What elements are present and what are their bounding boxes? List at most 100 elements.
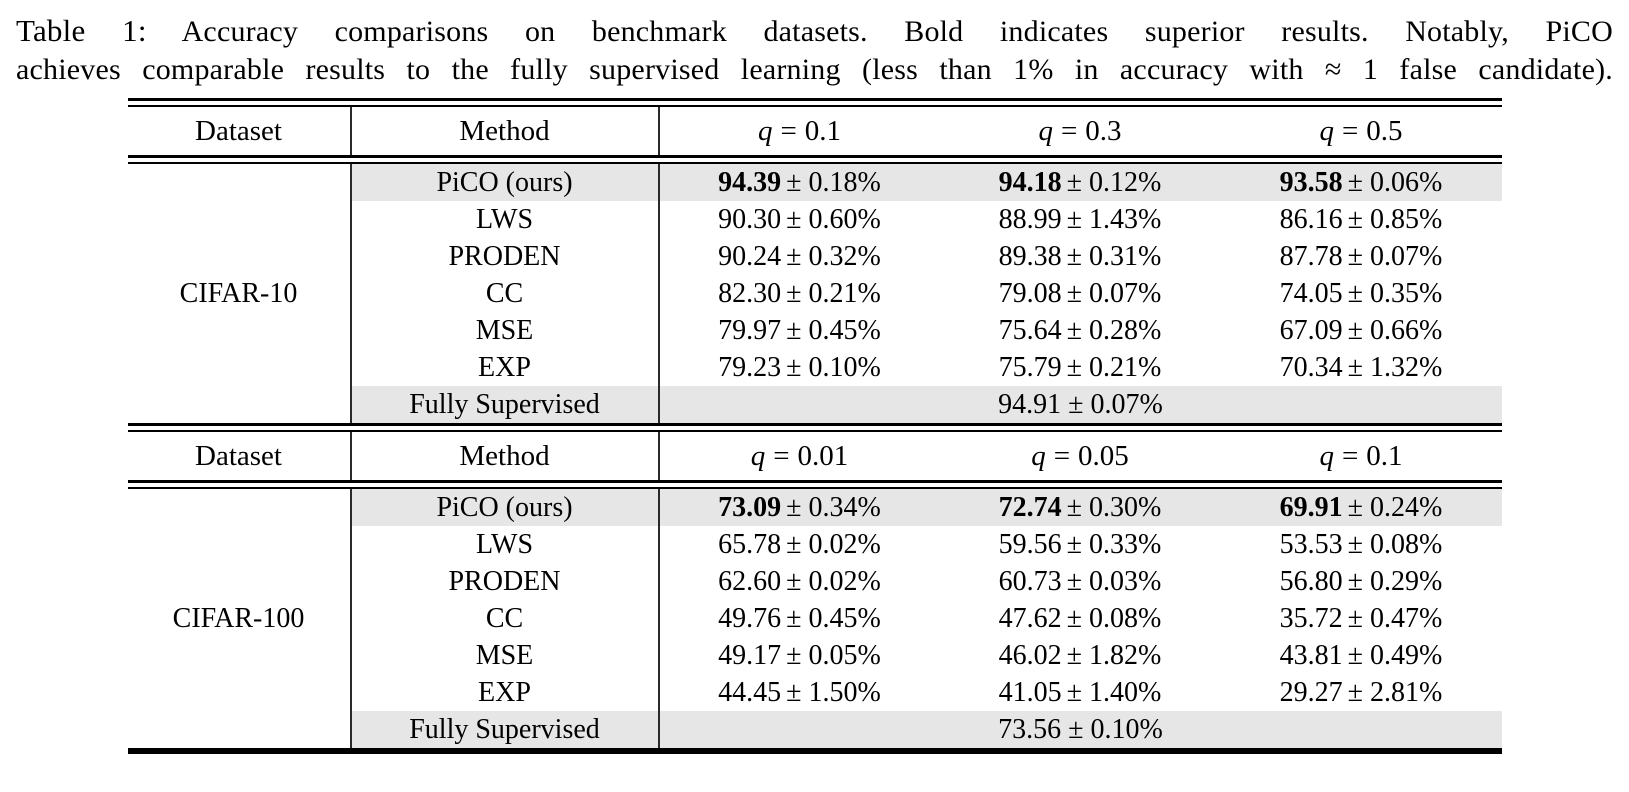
- accuracy-cell: 73.09 ± 0.34%: [658, 489, 940, 526]
- equals-sign: =: [780, 114, 797, 147]
- cifar100-header-table: Dataset Method q = 0.01 q = 0.05 q = 0.1: [127, 432, 1502, 480]
- table-caption: Table 1: Accuracy comparisons on benchma…: [0, 0, 1629, 89]
- accuracy-cell: 59.56 ± 0.33%: [998, 528, 1162, 560]
- accuracy-cell: 69.91 ± 0.24%: [1220, 489, 1502, 526]
- table-row-fully-supervised: Fully Supervised 94.91 ± 0.07%: [128, 386, 1502, 423]
- equals-sign: =: [1341, 114, 1359, 147]
- table-row-mse: MSE 49.17 ± 0.05% 46.02 ± 1.82% 43.81 ± 0.4…: [128, 637, 1502, 674]
- method-cell: LWS: [350, 526, 660, 563]
- accuracy-cell: 87.78 ± 0.07%: [1279, 240, 1443, 272]
- q-value: 0.01: [797, 439, 849, 472]
- method-cell: LWS: [350, 201, 660, 238]
- accuracy-cell: 49.17 ± 0.05%: [718, 639, 881, 671]
- header-q1: q = 0.01: [659, 432, 940, 480]
- accuracy-cell: 43.81 ± 0.49%: [1279, 639, 1443, 671]
- method-cell: CC: [350, 600, 660, 637]
- equals-sign: =: [1060, 114, 1078, 147]
- accuracy-cell: 56.80 ± 0.29%: [1279, 565, 1443, 597]
- accuracy-cell: 29.27 ± 2.81%: [1279, 676, 1443, 708]
- method-cell: Fully Supervised: [350, 711, 660, 748]
- cifar100-body-table: CIFAR-100 PiCO (ours) 73.09 ± 0.34% 72.74…: [127, 489, 1502, 748]
- method-cell: CC: [350, 275, 660, 312]
- supervised-accuracy-cell: 94.91 ± 0.07%: [658, 386, 1502, 423]
- header-q2: q = 0.05: [940, 432, 1221, 480]
- accuracy-cell: 70.34 ± 1.32%: [1279, 351, 1443, 383]
- accuracy-cell: 75.64 ± 0.28%: [998, 314, 1162, 346]
- q-value: 0.5: [1366, 114, 1403, 147]
- table-row-proden: PRODEN 90.24 ± 0.32% 89.38 ± 0.31% 87.78 ± …: [128, 238, 1502, 275]
- cifar10-body-table: CIFAR-10 PiCO (ours) 94.39 ± 0.18% 94.18 ±…: [127, 164, 1502, 423]
- q-value: 0.3: [1085, 114, 1122, 147]
- accuracy-cell: 94.39 ± 0.18%: [658, 164, 940, 201]
- table-row-cc: CC 49.76 ± 0.45% 47.62 ± 0.08% 35.72 ± 0.47…: [128, 600, 1502, 637]
- header-q2: q = 0.3: [940, 107, 1221, 155]
- table-row-mse: MSE 79.97 ± 0.45% 75.64 ± 0.28% 67.09 ± 0.6…: [128, 312, 1502, 349]
- accuracy-cell: 94.18 ± 0.12%: [939, 164, 1221, 201]
- method-cell: PiCO (ours): [350, 489, 660, 526]
- accuracy-cell: 74.05 ± 0.35%: [1279, 277, 1443, 309]
- accuracy-cell: 93.58 ± 0.06%: [1220, 164, 1502, 201]
- header-row-cifar10: Dataset Method q = 0.1 q = 0.3 q = 0.5: [127, 107, 1502, 155]
- accuracy-cell: 89.38 ± 0.31%: [998, 240, 1162, 272]
- q-symbol: q: [757, 114, 773, 147]
- accuracy-cell: 88.99 ± 1.43%: [998, 203, 1162, 235]
- accuracy-cell: 53.53 ± 0.08%: [1279, 528, 1443, 560]
- accuracy-cell: 60.73 ± 0.03%: [998, 565, 1162, 597]
- results-table: Dataset Method q = 0.1 q = 0.3 q = 0.5 CIFAR-1…: [127, 98, 1502, 754]
- accuracy-cell: 79.97 ± 0.45%: [718, 314, 881, 346]
- q-symbol: q: [1319, 114, 1334, 147]
- rule-mid: [127, 423, 1502, 432]
- accuracy-cell: 62.60 ± 0.02%: [718, 565, 881, 597]
- table-row-fully-supervised: Fully Supervised 73.56 ± 0.10%: [128, 711, 1502, 748]
- caption-text-1: Accuracy comparisons on benchmark datase…: [181, 15, 1614, 48]
- accuracy-cell: 49.76 ± 0.45%: [718, 602, 881, 634]
- accuracy-cell: 44.45 ± 1.50%: [718, 676, 881, 708]
- header-q3: q = 0.5: [1221, 107, 1502, 155]
- cifar10-header-table: Dataset Method q = 0.1 q = 0.3 q = 0.5: [127, 107, 1502, 155]
- accuracy-cell: 86.16 ± 0.85%: [1279, 203, 1443, 235]
- supervised-accuracy-cell: 73.56 ± 0.10%: [658, 711, 1502, 748]
- header-q3: q = 0.1: [1221, 432, 1502, 480]
- accuracy-cell: 35.72 ± 0.47%: [1279, 602, 1443, 634]
- equals-sign: =: [773, 439, 790, 472]
- accuracy-cell: 79.08 ± 0.07%: [998, 277, 1162, 309]
- equals-sign: =: [1053, 439, 1071, 472]
- header-method: Method: [350, 107, 660, 155]
- q-value: 0.1: [804, 114, 842, 147]
- accuracy-cell: 75.79 ± 0.21%: [998, 351, 1162, 383]
- table-row-lws: LWS 65.78 ± 0.02% 59.56 ± 0.33% 53.53 ± 0.0…: [128, 526, 1502, 563]
- rule-top: [127, 98, 1502, 107]
- accuracy-cell: 72.74 ± 0.30%: [939, 489, 1221, 526]
- equals-sign: =: [1341, 439, 1359, 472]
- table-row-pico: CIFAR-10 PiCO (ours) 94.39 ± 0.18% 94.18 ±…: [127, 164, 1502, 423]
- q-symbol: q: [1038, 114, 1053, 147]
- accuracy-cell: 90.30 ± 0.60%: [718, 203, 881, 235]
- header-row-cifar100: Dataset Method q = 0.01 q = 0.05 q = 0.1: [127, 432, 1502, 480]
- accuracy-cell: 47.62 ± 0.08%: [998, 602, 1162, 634]
- accuracy-cell: 82.30 ± 0.21%: [718, 277, 881, 309]
- method-cell: MSE: [350, 637, 660, 674]
- rule-bottom: [127, 748, 1502, 754]
- accuracy-cell: 65.78 ± 0.02%: [718, 528, 881, 560]
- dataset-label-cifar100: CIFAR-100: [127, 489, 352, 748]
- table-row-proden: PRODEN 62.60 ± 0.02% 60.73 ± 0.03% 56.80 ± …: [128, 563, 1502, 600]
- accuracy-cell: 41.05 ± 1.40%: [998, 676, 1162, 708]
- q-value: 0.05: [1078, 439, 1129, 472]
- caption-line-1: Table 1: Accuracy comparisons on benchma…: [16, 12, 1613, 51]
- table-row-pico: CIFAR-100 PiCO (ours) 73.09 ± 0.34% 72.74…: [127, 489, 1502, 748]
- method-cell: PiCO (ours): [350, 164, 660, 201]
- header-dataset: Dataset: [127, 107, 352, 155]
- rule-below-header-1: [127, 155, 1502, 164]
- method-cell: Fully Supervised: [350, 386, 660, 423]
- q-symbol: q: [750, 439, 766, 472]
- method-cell: EXP: [350, 674, 660, 711]
- table-row-exp: EXP 44.45 ± 1.50% 41.05 ± 1.40% 29.27 ± 2.8…: [128, 674, 1502, 711]
- q-symbol: q: [1031, 439, 1046, 472]
- caption-line-2: achieves comparable results to the fully…: [16, 53, 1613, 86]
- accuracy-cell: 67.09 ± 0.66%: [1279, 314, 1443, 346]
- header-q1: q = 0.1: [659, 107, 940, 155]
- method-cell: PRODEN: [350, 238, 660, 275]
- table-row-exp: EXP 79.23 ± 0.10% 75.79 ± 0.21% 70.34 ± 1.3…: [128, 349, 1502, 386]
- table-row-cc: CC 82.30 ± 0.21% 79.08 ± 0.07% 74.05 ± 0.35…: [128, 275, 1502, 312]
- caption-label: Table 1:: [16, 13, 147, 48]
